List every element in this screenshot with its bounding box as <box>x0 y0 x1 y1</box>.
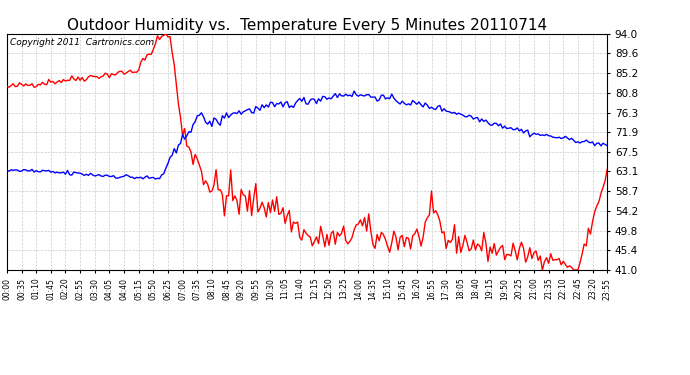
Title: Outdoor Humidity vs.  Temperature Every 5 Minutes 20110714: Outdoor Humidity vs. Temperature Every 5… <box>67 18 547 33</box>
Text: Copyright 2011  Cartronics.com: Copyright 2011 Cartronics.com <box>10 39 154 48</box>
